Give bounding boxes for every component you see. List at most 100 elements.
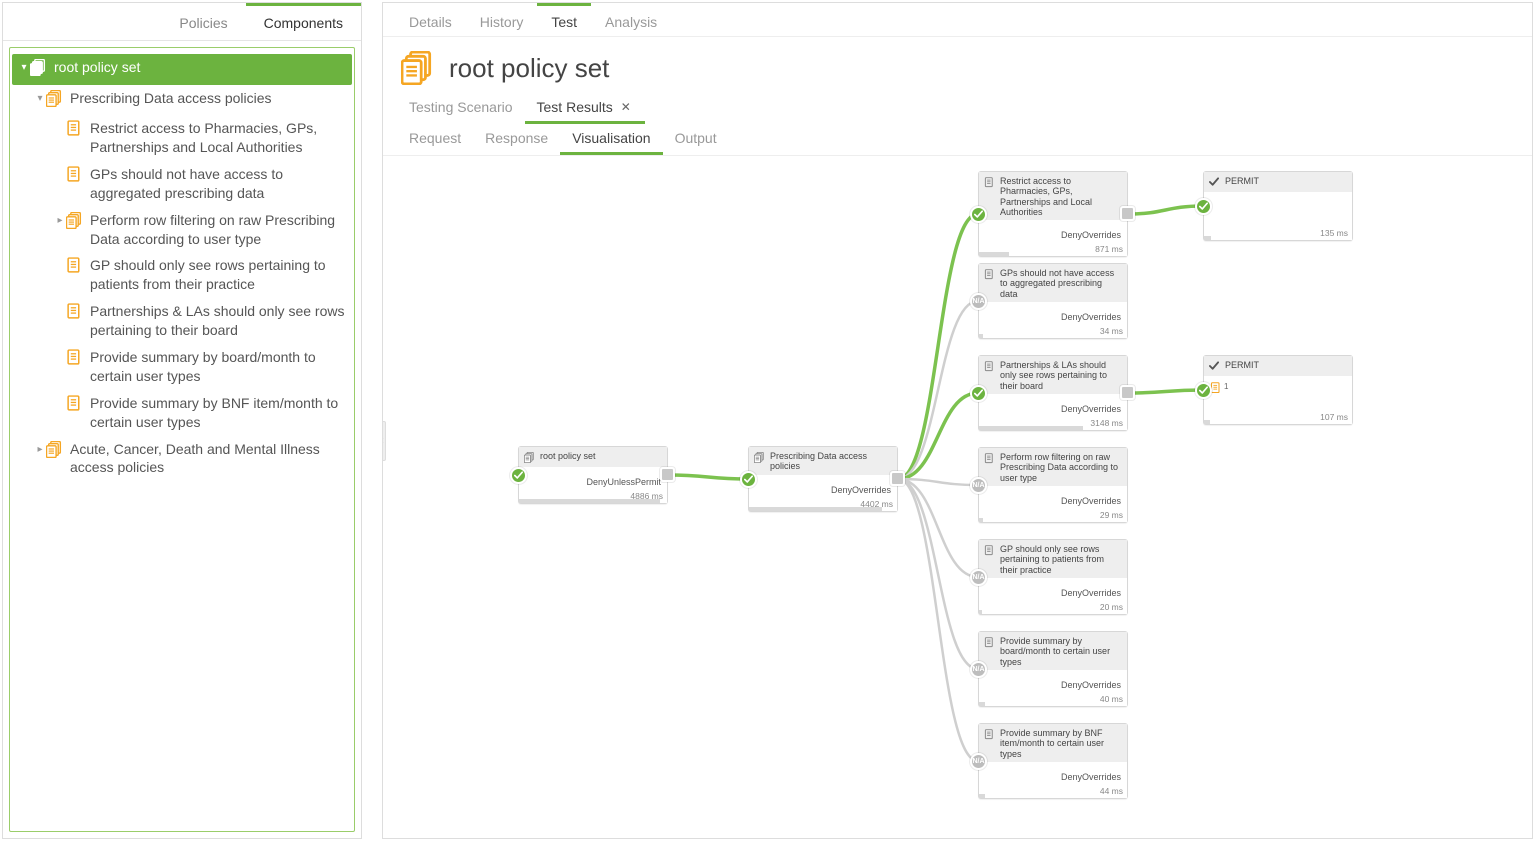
status-connector-icon: [1120, 206, 1135, 221]
status-check-icon: [510, 467, 527, 484]
tree-item-sum-bnf[interactable]: Provide summary by BNF item/month to cer…: [12, 390, 352, 436]
doc-orange-icon: [66, 166, 84, 188]
tab-analysis[interactable]: Analysis: [591, 3, 671, 36]
subtab-output[interactable]: Output: [663, 124, 729, 155]
status-na-icon: N/A: [970, 477, 987, 494]
doc-orange-icon: [66, 349, 84, 371]
tree-item-label: Prescribing Data access policies: [70, 89, 348, 108]
tab-test[interactable]: Test: [537, 3, 591, 36]
tree-item-label: Partnerships & LAs should only see rows …: [90, 302, 348, 340]
viz-node-n-r5[interactable]: GP should only see rows pertaining to pa…: [978, 539, 1128, 615]
status-na-icon: N/A: [970, 661, 987, 678]
viz-node-n-pdap[interactable]: Prescribing Data access policies DenyOver…: [748, 446, 898, 512]
node-title: Prescribing Data access policies: [770, 451, 892, 472]
tab-history[interactable]: History: [466, 3, 538, 36]
node-timing: 40 ms: [979, 694, 1127, 706]
doc-orange-icon: [66, 120, 84, 142]
node-algorithm: DenyOverrides: [979, 394, 1127, 418]
results-subtabs: Request Response Visualisation Output: [383, 124, 1532, 156]
check-icon: [1209, 177, 1220, 188]
stack-white-icon: [30, 59, 48, 81]
stack-icon: [754, 452, 765, 463]
viz-node-n-r3[interactable]: Partnerships & LAs should only see rows …: [978, 355, 1128, 431]
viz-node-n-r6[interactable]: Provide summary by board/month to certai…: [978, 631, 1128, 707]
doc-icon: [984, 361, 995, 372]
doc-icon: [984, 729, 995, 740]
viz-node-n-r1[interactable]: Restrict access to Pharmacies, GPs, Part…: [978, 171, 1128, 257]
tab-details[interactable]: Details: [395, 3, 466, 36]
chevron-icon[interactable]: ▸: [34, 443, 46, 457]
node-algorithm: DenyOverrides: [979, 486, 1127, 510]
status-na-icon: N/A: [970, 753, 987, 770]
policy-tree: ▾ root policy set ▾ Prescribing Data access…: [3, 41, 361, 838]
sidebar-tabs: Policies Components: [3, 3, 361, 41]
visualisation-canvas[interactable]: root policy setDenyUnlessPermit4886 ms Pr…: [383, 156, 1532, 838]
viz-node-n-p2[interactable]: PERMIT1107 ms: [1203, 355, 1353, 425]
chevron-icon[interactable]: ▾: [18, 61, 30, 75]
chevron-icon[interactable]: ▾: [34, 92, 46, 106]
tree-item-pdap[interactable]: ▾ Prescribing Data access policies: [12, 85, 352, 116]
viz-node-n-r2[interactable]: GPs should not have access to aggregated…: [978, 263, 1128, 339]
node-title: Perform row filtering on raw Prescribing…: [1000, 452, 1122, 483]
node-timing: 20 ms: [979, 602, 1127, 614]
status-na-icon: N/A: [970, 293, 987, 310]
stack-icon: [524, 452, 535, 463]
node-timing: 4886 ms: [519, 491, 667, 503]
tree-item-gp-rows[interactable]: GP should only see rows pertaining to pa…: [12, 252, 352, 298]
tree-item-label: Provide summary by board/month to certai…: [90, 348, 348, 386]
sidebar-tab-components[interactable]: Components: [246, 3, 361, 40]
status-connector-icon: [660, 467, 675, 482]
node-algorithm: DenyOverrides: [979, 302, 1127, 326]
status-check-icon: [970, 206, 987, 223]
stack-orange-icon: [46, 90, 64, 112]
viz-node-n-r7[interactable]: Provide summary by BNF item/month to cer…: [978, 723, 1128, 799]
node-body: [1204, 192, 1352, 228]
subtab-response[interactable]: Response: [473, 124, 560, 155]
tree-item-label: Restrict access to Pharmacies, GPs, Part…: [90, 119, 348, 157]
doc-icon: [984, 637, 995, 648]
node-timing: 107 ms: [1204, 412, 1352, 424]
tree-item-restrict[interactable]: Restrict access to Pharmacies, GPs, Part…: [12, 115, 352, 161]
sidebar: Policies Components ▾ root policy set ▾ Pre…: [2, 2, 362, 839]
sidebar-tab-policies[interactable]: Policies: [161, 3, 245, 40]
tree-item-acute[interactable]: ▸ Acute, Cancer, Death and Mental Illness…: [12, 436, 352, 482]
viz-node-n-p1[interactable]: PERMIT135 ms: [1203, 171, 1353, 241]
node-title: Provide summary by board/month to certai…: [1000, 636, 1122, 667]
viz-node-n-r4[interactable]: Perform row filtering on raw Prescribing…: [978, 447, 1128, 523]
status-check-icon: [970, 385, 987, 402]
node-algorithm: DenyOverrides: [749, 475, 897, 499]
page-title: root policy set: [449, 53, 609, 84]
tree-item-rowfilter[interactable]: ▸ Perform row filtering on raw Prescribin…: [12, 207, 352, 253]
doc-orange-icon: [66, 257, 84, 279]
node-title: Provide summary by BNF item/month to cer…: [1000, 728, 1122, 759]
tree-item-label: Perform row filtering on raw Prescribing…: [90, 211, 348, 249]
doc-icon: [984, 269, 995, 280]
tree-item-root[interactable]: ▾ root policy set: [12, 54, 352, 85]
tree-item-sum-board[interactable]: Provide summary by board/month to certai…: [12, 344, 352, 390]
test-subtabs: Testing Scenario Test Results ✕: [383, 93, 1532, 124]
main-panel: Details History Test Analysis root polic…: [382, 2, 1533, 839]
stack-orange-icon: [66, 212, 84, 234]
subtab-results[interactable]: Test Results ✕: [525, 93, 645, 124]
node-algorithm: DenyUnlessPermit: [519, 467, 667, 491]
tree-item-label: Acute, Cancer, Death and Mental Illness …: [70, 440, 348, 478]
status-check-icon: [740, 471, 757, 488]
subtab-results-label: Test Results: [537, 99, 613, 115]
node-timing: 135 ms: [1204, 228, 1352, 240]
tree-item-label: root policy set: [54, 58, 348, 77]
node-title: GPs should not have access to aggregated…: [1000, 268, 1122, 299]
tree-item-pla-rows[interactable]: Partnerships & LAs should only see rows …: [12, 298, 352, 344]
subtab-visualisation[interactable]: Visualisation: [560, 124, 662, 155]
subtab-scenario[interactable]: Testing Scenario: [397, 93, 525, 124]
tree-item-gps-noagg[interactable]: GPs should not have access to aggregated…: [12, 161, 352, 207]
subtab-request[interactable]: Request: [397, 124, 473, 155]
viz-node-n-root[interactable]: root policy setDenyUnlessPermit4886 ms: [518, 446, 668, 504]
node-algorithm: DenyOverrides: [979, 670, 1127, 694]
check-icon: [1209, 361, 1220, 372]
close-results-icon[interactable]: ✕: [619, 100, 633, 114]
node-timing: 34 ms: [979, 326, 1127, 338]
status-connector-icon: [1120, 385, 1135, 400]
node-title: Partnerships & LAs should only see rows …: [1000, 360, 1122, 391]
node-timing: 3148 ms: [979, 418, 1127, 430]
chevron-icon[interactable]: ▸: [54, 214, 66, 228]
